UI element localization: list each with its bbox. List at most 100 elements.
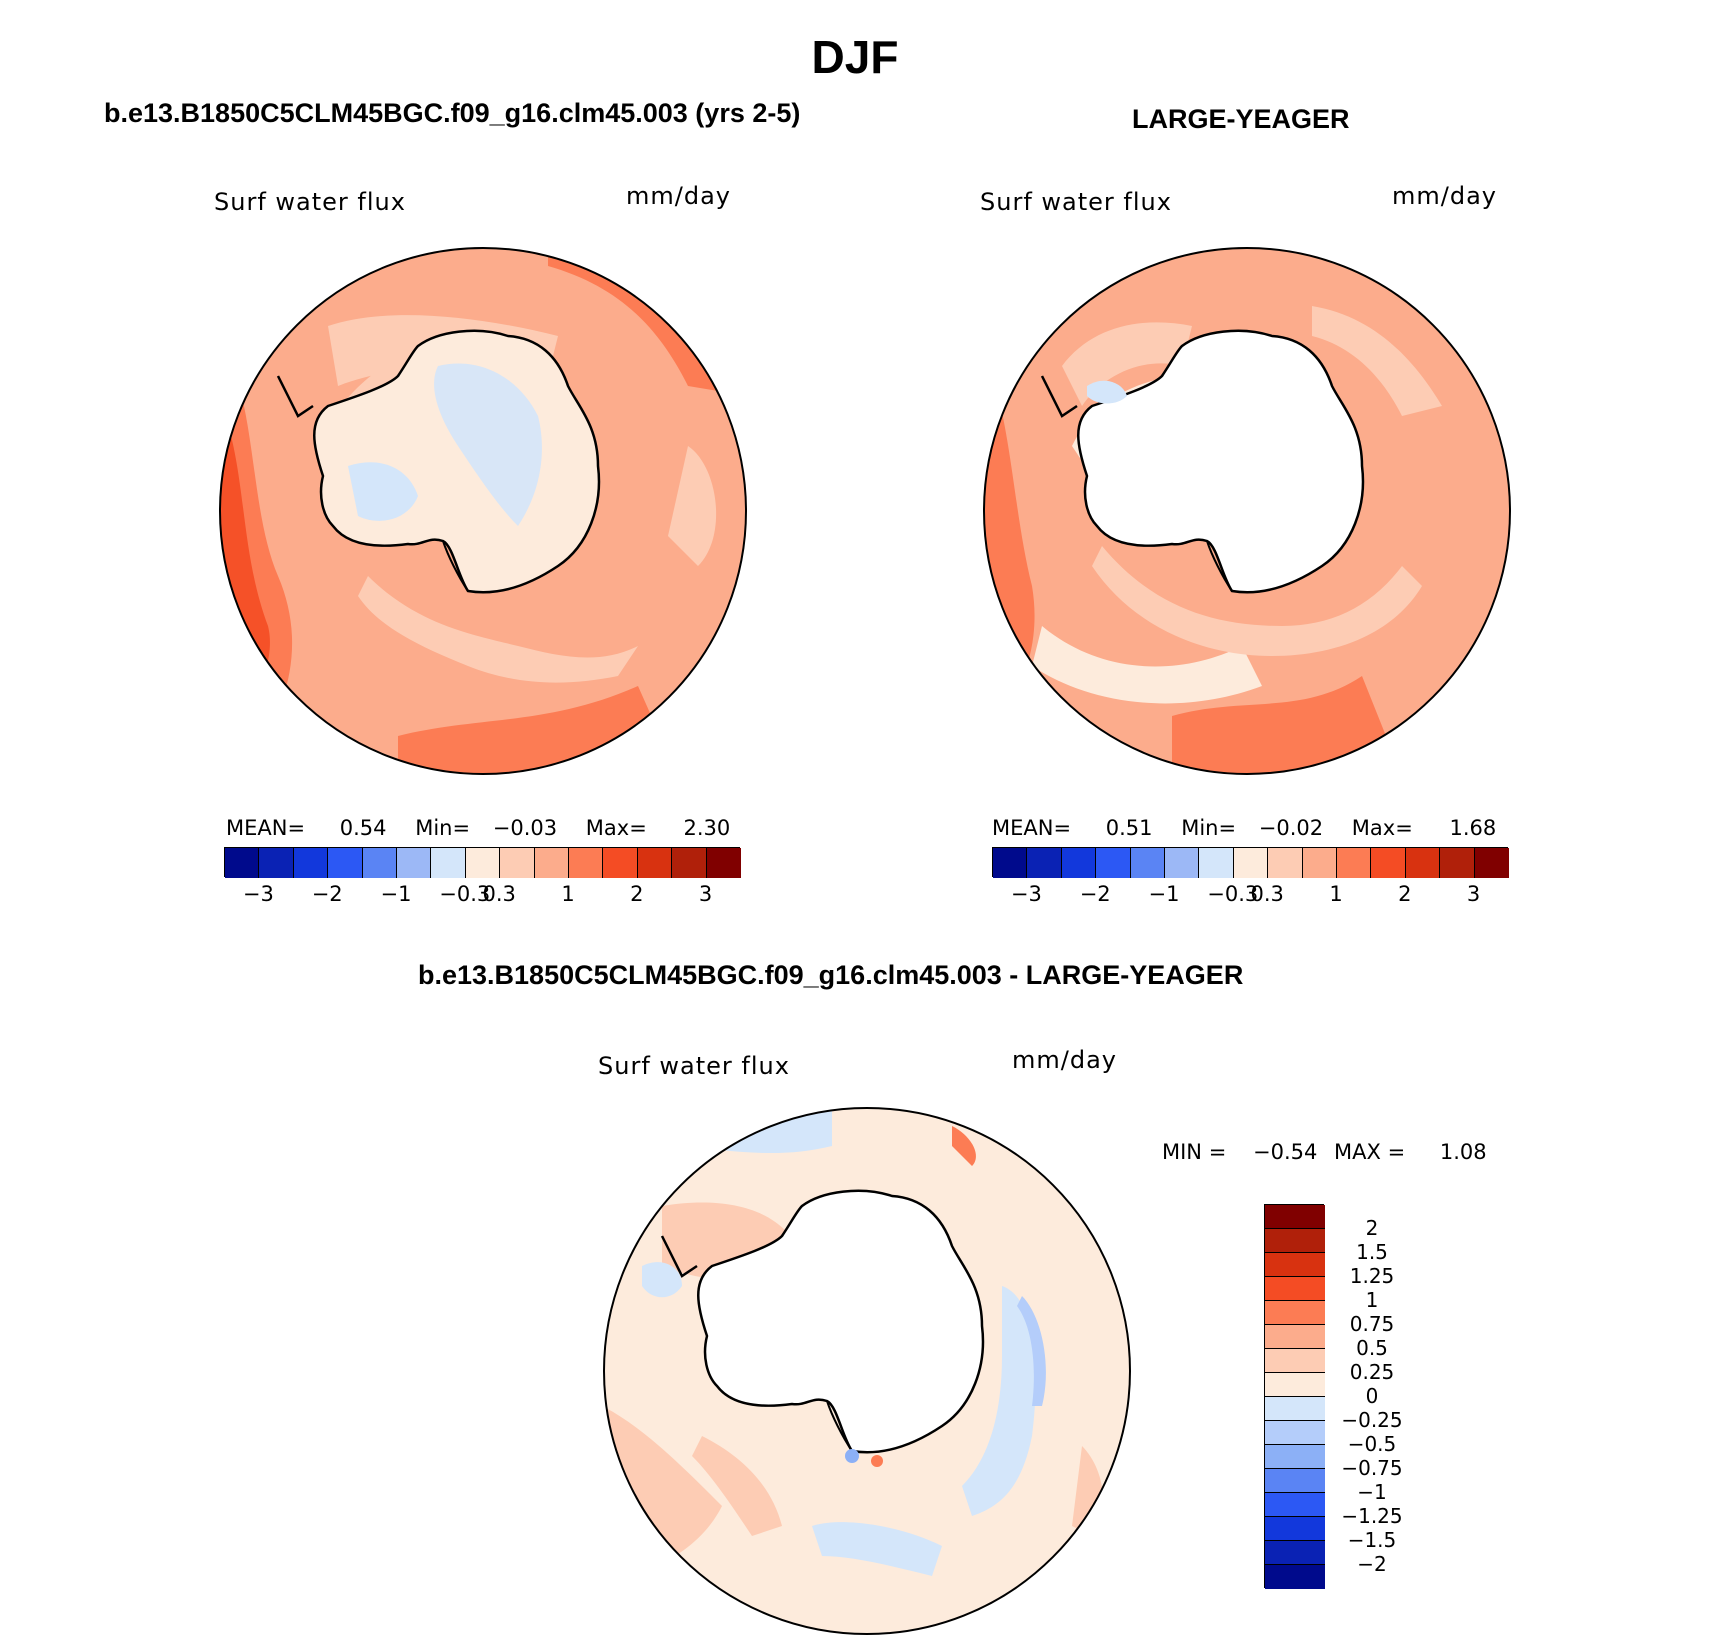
colorbar-swatch: [362, 848, 397, 878]
colorbar-swatch: [993, 848, 1028, 878]
colorbar-swatch: [1061, 848, 1097, 878]
units-label-diff: mm/day: [1012, 1046, 1117, 1074]
polar-map-diff: [603, 1107, 1131, 1635]
colorbar-swatch: [672, 848, 707, 878]
panel-title-model: b.e13.B1850C5CLM45BGC.f09_g16.clm45.003 …: [104, 98, 801, 128]
max-value: 1.08: [1439, 1140, 1487, 1164]
colorbar-tick-label: 0.3: [482, 882, 516, 906]
antarctica-diff: [697, 1189, 985, 1454]
colorbar-swatch: [293, 848, 329, 878]
colorbar-swatch: [1265, 1277, 1325, 1301]
colorbar-swatch: [225, 848, 260, 878]
colorbar-swatch: [603, 848, 638, 878]
colorbar-swatch: [1265, 1229, 1325, 1253]
colorbar-swatch: [1474, 848, 1509, 878]
colorbar-swatch: [1265, 1253, 1325, 1277]
colorbar-swatch: [1268, 848, 1303, 878]
colorbar-swatch: [1199, 848, 1234, 878]
colorbar-tick-label: −1: [1148, 882, 1180, 906]
colorbar-tick-label: 0.3: [1250, 882, 1284, 906]
colorbar-tick-label: 2: [1398, 882, 1412, 906]
polar-map-obs: [983, 247, 1511, 775]
max-label: Max=: [1351, 816, 1413, 840]
colorbar-tick-label: 1: [1329, 882, 1343, 906]
colorbar-swatch: [1265, 1373, 1325, 1397]
variable-label-model: Surf water flux: [214, 188, 406, 216]
min-label: Min=: [1181, 816, 1237, 840]
colorbar-tick-label: −2: [1357, 1552, 1387, 1576]
colorbar-swatch: [1265, 1541, 1325, 1565]
colorbar-tick-label: 0: [1365, 1384, 1379, 1408]
min-value: −0.54: [1252, 1140, 1318, 1164]
units-label-model: mm/day: [626, 182, 731, 210]
panel-title-diff: b.e13.B1850C5CLM45BGC.f09_g16.clm45.003 …: [418, 960, 1244, 990]
colorbar-tick-label: 1.25: [1349, 1264, 1395, 1288]
colorbar-tick-label: 1: [561, 882, 575, 906]
colorbar-tick-label: −1.25: [1341, 1504, 1403, 1528]
colorbar-tick-label: −1: [1357, 1480, 1387, 1504]
colorbar-ticks-diff: 2 1.5 1.25 1 0.75 0.5 0.25 0 −0.25 −0.5 −0.75 −1 −1.…: [1334, 1204, 1454, 1588]
colorbar-swatch: [1027, 848, 1062, 878]
max-label: Max=: [585, 816, 647, 840]
colorbar-swatch: [706, 848, 741, 878]
colorbar-tick-label: 1.5: [1356, 1240, 1388, 1264]
colorbar-tick-label: 0.5: [1356, 1336, 1388, 1360]
colorbar-tick-label: −3: [242, 882, 274, 906]
colorbar-tick-label: 3: [698, 882, 713, 906]
variable-label-obs: Surf water flux: [980, 188, 1172, 216]
colorbar-tick-label: −1: [380, 882, 412, 906]
variable-label-diff: Surf water flux: [598, 1052, 790, 1080]
colorbar-swatch: [397, 848, 432, 878]
colorbar-swatch: [1337, 848, 1372, 878]
colorbar-swatch: [1265, 1445, 1325, 1469]
colorbar-swatch: [1233, 848, 1269, 878]
colorbar-swatch: [259, 848, 294, 878]
colorbar-tick-label: −0.75: [1341, 1456, 1403, 1480]
min-label: Min=: [415, 816, 471, 840]
mean-label: MEAN=: [992, 816, 1072, 840]
stats-obs: MEAN= 0.51 Min= −0.02 Max= 1.68: [992, 816, 1496, 840]
max-value: 1.68: [1449, 816, 1497, 840]
colorbar-swatch: [500, 848, 535, 878]
colorbar-tick-label: 2: [630, 882, 644, 906]
colorbar-swatch: [1371, 848, 1406, 878]
colorbar-swatch: [1165, 848, 1200, 878]
colorbar-tick-label: −0.3: [1207, 882, 1259, 906]
colorbar-swatch: [1096, 848, 1131, 878]
colorbar-tick-label: 2: [1365, 1216, 1379, 1240]
colorbar-swatch: [637, 848, 673, 878]
colorbar-swatch: [1302, 848, 1337, 878]
colorbar-tick-label: 1: [1365, 1288, 1379, 1312]
colorbar-swatch: [1265, 1301, 1325, 1325]
mean-value: 0.51: [1105, 816, 1153, 840]
colorbar-tick-label: −0.5: [1347, 1432, 1397, 1456]
colorbar-tick-label: 0.75: [1349, 1312, 1395, 1336]
colorbar-swatch: [1440, 848, 1475, 878]
mean-label: MEAN=: [226, 816, 306, 840]
colorbar-tick-label: 0.25: [1349, 1360, 1395, 1384]
min-label: MIN =: [1162, 1140, 1227, 1164]
colorbar-tick-label: −2: [311, 882, 343, 906]
colorbar-ticks-model: −3 −2 −1 −0.3 0.3 1 2 3: [224, 882, 740, 912]
colorbar-model: [224, 847, 741, 878]
colorbar-swatch: [465, 848, 501, 878]
colorbar-swatch: [1130, 848, 1165, 878]
colorbar-swatch: [1265, 1205, 1325, 1229]
colorbar-diff: [1264, 1204, 1325, 1589]
colorbar-swatch: [569, 848, 604, 878]
min-value: −0.03: [492, 816, 558, 840]
panel-title-obs: LARGE-YEAGER: [1132, 104, 1350, 134]
colorbar-swatch: [1265, 1469, 1325, 1493]
colorbar-tick-label: −0.25: [1341, 1408, 1403, 1432]
antarctica-model: [313, 329, 601, 594]
colorbar-swatch: [1265, 1421, 1325, 1445]
colorbar-swatch: [1265, 1517, 1325, 1541]
max-value: 2.30: [683, 816, 731, 840]
stats-model: MEAN= 0.54 Min= −0.03 Max= 2.30: [226, 816, 730, 840]
mean-value: 0.54: [339, 816, 387, 840]
colorbar-tick-label: −1.5: [1347, 1528, 1397, 1552]
stats-diff: MIN = −0.54 MAX = 1.08: [1162, 1140, 1487, 1164]
colorbar-swatch: [431, 848, 466, 878]
colorbar-swatch: [328, 848, 363, 878]
units-label-obs: mm/day: [1392, 182, 1497, 210]
